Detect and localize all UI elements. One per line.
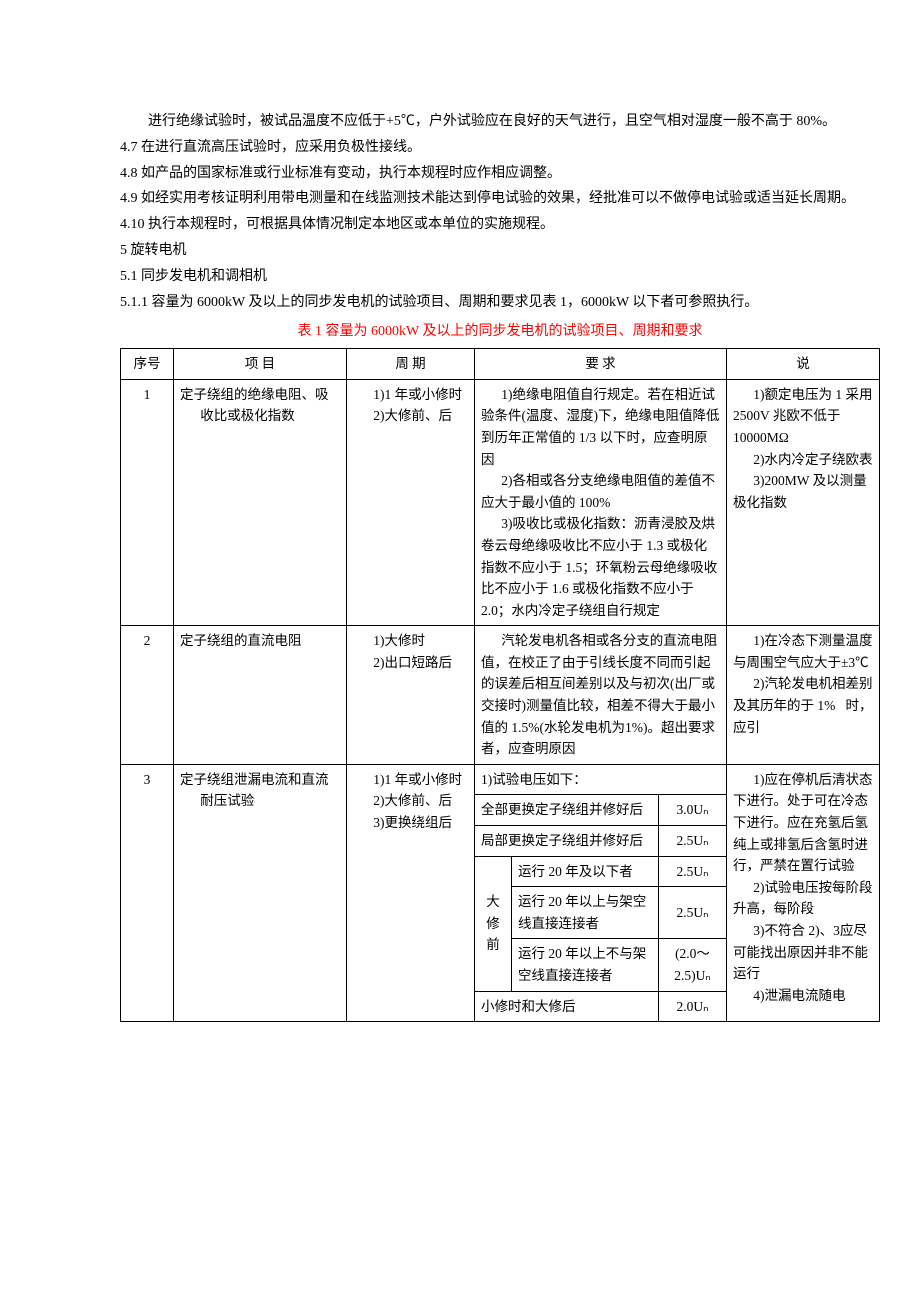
- subcell-value: (2.0～2.5)Uₙ: [659, 939, 727, 991]
- cell-seq: 3: [121, 764, 174, 1021]
- clause-4-8: 4.8 如产品的国家标准或行业标准有变动，执行本规程时应作相应调整。: [120, 162, 880, 186]
- cell-note: 1)应在停机后清状态下进行。处于可在冷态下进行。应在充氢后氢纯上或排氢后含氢时进…: [727, 764, 880, 1021]
- subcell-value: 2.5Uₙ: [659, 887, 727, 939]
- table-row: 3 定子绕组泄漏电流和直流耐压试验 1)1 年或小修时 2)大修前、后 3)更换…: [121, 764, 880, 795]
- cell-seq: 2: [121, 626, 174, 765]
- cell-period: 1)1 年或小修时 2)大修前、后: [347, 379, 475, 626]
- cell-note: 1)在冷态下测量温度与周围空气应大于±3℃ 2)汽轮发电机相差别及其历年的于 1…: [727, 626, 880, 765]
- table-row: 1 定子绕组的绝缘电阻、吸收比或极化指数 1)1 年或小修时 2)大修前、后 1…: [121, 379, 880, 626]
- th-requirement: 要 求: [475, 349, 727, 380]
- cell-req-head: 1)试验电压如下：: [475, 764, 727, 795]
- subcell-condition: 全部更换定子绕组并修好后: [475, 795, 659, 826]
- subcell-condition: 小修时和大修后: [475, 991, 659, 1022]
- th-project: 项 目: [174, 349, 347, 380]
- cell-seq: 1: [121, 379, 174, 626]
- subcell-value: 2.5Uₙ: [659, 826, 727, 857]
- subcell-condition: 运行 20 年及以下者: [512, 856, 659, 887]
- intro-line-1: 进行绝缘试验时，被试品温度不应低于+5℃，户外试验应在良好的天气进行，且空气相对…: [120, 110, 880, 134]
- subcell-condition: 局部更换定子绕组并修好后: [475, 826, 659, 857]
- subcell-value: 2.0Uₙ: [659, 991, 727, 1022]
- th-period: 周 期: [347, 349, 475, 380]
- cell-project: 定子绕组泄漏电流和直流耐压试验: [174, 764, 347, 1021]
- cell-period: 1)大修时 2)出口短路后: [347, 626, 475, 765]
- table-row: 2 定子绕组的直流电阻 1)大修时 2)出口短路后 汽轮发电机各相或各分支的直流…: [121, 626, 880, 765]
- subcell-group: 大修前: [475, 856, 512, 991]
- clause-4-10: 4.10 执行本规程时，可根据具体情况制定本地区或本单位的实施规程。: [120, 213, 880, 237]
- cell-note: 1)额定电压为 1 采用 2500V 兆欧不低于 10000MΩ 2)水内冷定子…: [727, 379, 880, 626]
- cell-period: 1)1 年或小修时 2)大修前、后 3)更换绕组后: [347, 764, 475, 1021]
- clause-5-1: 5.1 同步发电机和调相机: [120, 265, 880, 289]
- clause-4-7: 4.7 在进行直流高压试验时，应采用负极性接线。: [120, 136, 880, 160]
- table-caption: 表 1 容量为 6000kW 及以上的同步发电机的试验项目、周期和要求: [120, 320, 880, 344]
- cell-project: 定子绕组的绝缘电阻、吸收比或极化指数: [174, 379, 347, 626]
- clause-5-1-1: 5.1.1 容量为 6000kW 及以上的同步发电机的试验项目、周期和要求见表 …: [120, 291, 880, 315]
- subcell-value: 3.0Uₙ: [659, 795, 727, 826]
- cell-requirement: 1)绝缘电阻值自行规定。若在相近试验条件(温度、湿度)下，绝缘电阻值降低到历年正…: [475, 379, 727, 626]
- table-header-row: 序号 项 目 周 期 要 求 说: [121, 349, 880, 380]
- cell-project: 定子绕组的直流电阻: [174, 626, 347, 765]
- subcell-value: 2.5Uₙ: [659, 856, 727, 887]
- subcell-condition: 运行 20 年以上不与架空线直接连接者: [512, 939, 659, 991]
- cell-requirement: 汽轮发电机各相或各分支的直流电阻值，在校正了由于引线长度不同而引起的误差后相互间…: [475, 626, 727, 765]
- clause-4-9: 4.9 如经实用考核证明利用带电测量和在线监测技术能达到停电试验的效果，经批准可…: [120, 187, 880, 211]
- th-note: 说: [727, 349, 880, 380]
- clause-5: 5 旋转电机: [120, 239, 880, 263]
- subcell-condition: 运行 20 年以上与架空线直接连接者: [512, 887, 659, 939]
- th-seq: 序号: [121, 349, 174, 380]
- main-table: 序号 项 目 周 期 要 求 说 1 定子绕组的绝缘电阻、吸收比或极化指数 1)…: [120, 348, 880, 1022]
